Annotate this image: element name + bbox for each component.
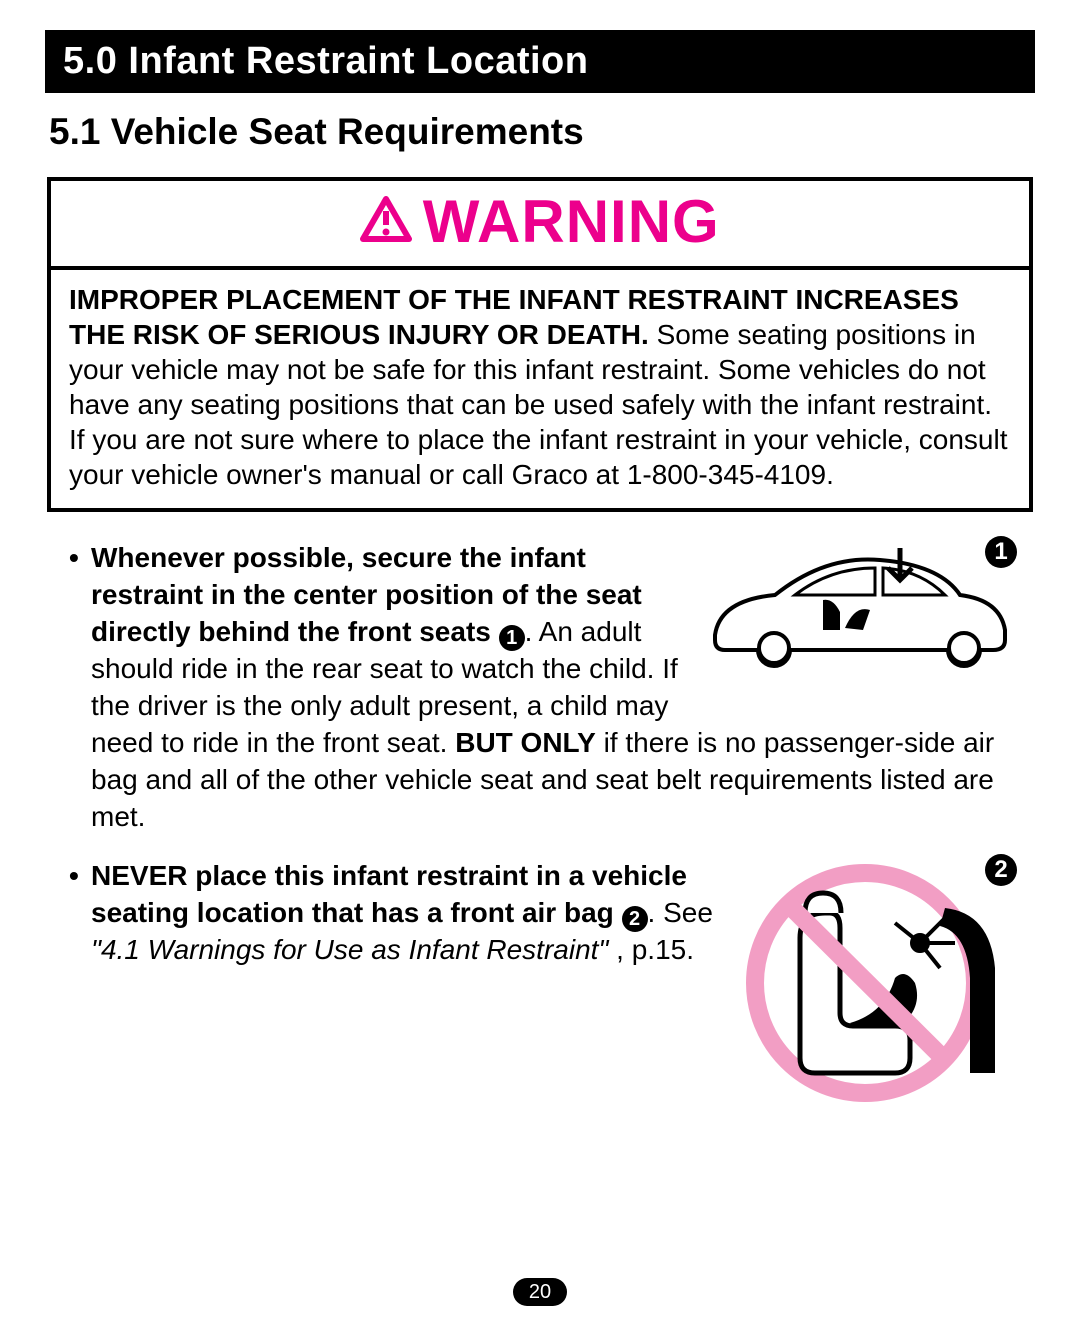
bullet-marker: •	[69, 858, 79, 895]
bullet-list: • 1 Whenever possible, secure the infant…	[45, 512, 1035, 969]
warning-box: WARNING IMPROPER PLACEMENT OF THE INFANT…	[47, 177, 1033, 512]
reference-number-icon: 2	[622, 906, 648, 932]
warning-label: WARNING	[423, 188, 720, 255]
warning-title-bar: WARNING	[51, 181, 1029, 270]
after-ref: .	[525, 616, 539, 647]
section-title: Infant Restraint Location	[128, 40, 588, 82]
figure-2: 2	[745, 858, 1015, 1118]
bullet-italic: "4.1 Warnings for Use as Infant Restrain…	[91, 934, 608, 965]
airbag-prohibited-icon	[745, 858, 1015, 1108]
subsection-number: 5.1	[49, 111, 100, 152]
section-header: 5.0 Infant Restraint Location	[45, 30, 1035, 93]
warning-triangle-icon	[360, 196, 412, 247]
bullet-item: • 2	[91, 858, 1015, 969]
bullet-item: • 1 Whenever possible, secure the infant…	[91, 540, 1015, 836]
bullet-bold-tail: BUT ONLY	[455, 727, 596, 758]
reference-number-icon: 1	[499, 625, 525, 651]
page-number: 20	[513, 1278, 567, 1306]
subsection-title: Vehicle Seat Requirements	[111, 111, 584, 152]
car-diagram-icon	[705, 540, 1015, 670]
after-ref: . See	[648, 897, 713, 928]
warning-body: IMPROPER PLACEMENT OF THE INFANT RESTRAI…	[51, 270, 1029, 508]
figure-label: 2	[985, 854, 1017, 886]
figure-1: 1	[705, 540, 1015, 680]
bullet-bold-lead: NEVER place this infant restraint in a v…	[91, 860, 687, 928]
figure-label: 1	[985, 536, 1017, 568]
subsection-header: 5.1 Vehicle Seat Requirements	[45, 111, 1035, 177]
section-number: 5.0	[63, 40, 117, 82]
bullet-tail: , p.15.	[616, 934, 694, 965]
bullet-marker: •	[69, 540, 79, 577]
